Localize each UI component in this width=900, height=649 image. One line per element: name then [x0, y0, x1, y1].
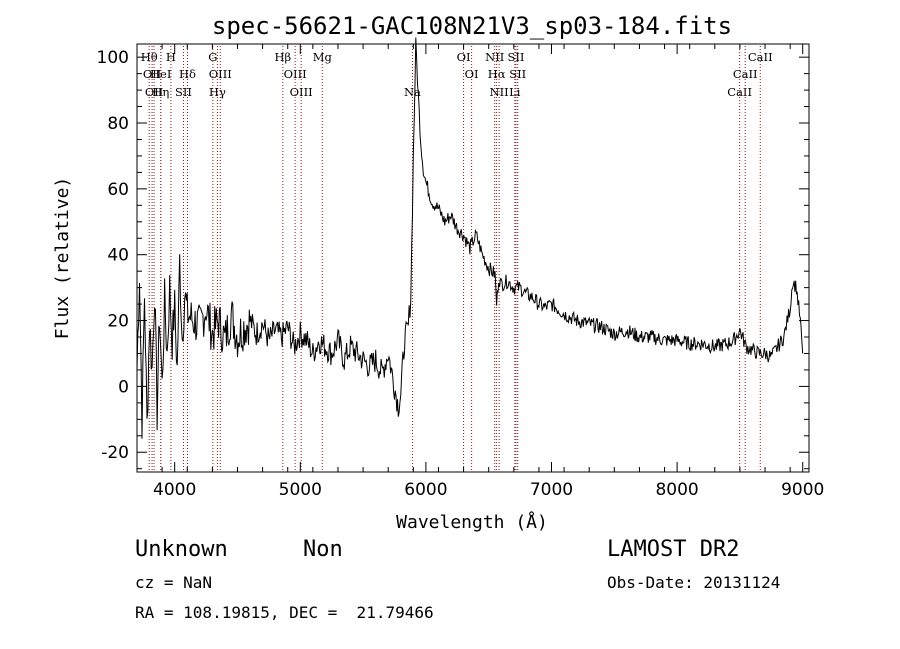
- observation-date: Obs-Date: 20131124: [607, 573, 781, 592]
- spectral-line-label: Na: [404, 85, 421, 99]
- object-class: Unknown: [135, 537, 228, 562]
- spectral-line-label: Hδ: [179, 67, 196, 81]
- spectral-line-label: OII: [143, 67, 162, 81]
- spectral-line-markers: HθOIIOIIHeIHηHHδSIIGHγOIIIHβOIIIOIIIMgNa…: [141, 46, 773, 472]
- x-tick-label: 5000: [279, 480, 322, 500]
- redshift-cz: cz = NaN: [135, 573, 213, 592]
- x-axis-label: Wavelength (Å): [396, 511, 548, 533]
- spectral-line-label: SII: [507, 50, 524, 64]
- spectral-line-label: G: [208, 50, 217, 64]
- survey-name: LAMOST DR2: [607, 537, 740, 562]
- x-tick-label: 4000: [153, 480, 196, 500]
- plot-frame: [136, 43, 810, 473]
- spectral-line-label: Li: [509, 85, 521, 99]
- spectral-line-label: Mg: [313, 50, 333, 64]
- spectral-line-label: H: [166, 50, 176, 64]
- spectral-line-label: Hη: [152, 85, 169, 99]
- y-tick-label: -20: [101, 443, 129, 463]
- y-tick-label: 0: [118, 377, 129, 397]
- spectral-line-label: NII: [490, 85, 509, 99]
- spectral-line-label: CaII: [733, 67, 758, 81]
- spectrum-series-line: [136, 37, 804, 439]
- x-tick-label: 6000: [404, 480, 447, 500]
- spectral-line-label: Hθ: [141, 50, 158, 64]
- y-tick-label: 80: [107, 114, 129, 134]
- y-tick-label: 40: [107, 246, 129, 266]
- y-tick-label: 60: [107, 180, 129, 200]
- spectral-line-label: OIII: [284, 67, 307, 81]
- y-tick-label: 100: [97, 48, 129, 68]
- spectral-line-label: Hγ: [209, 85, 226, 99]
- spectral-line-label: SII: [175, 85, 192, 99]
- spectral-line-label: Hα: [488, 67, 506, 81]
- spectral-line-label: OIII: [209, 67, 232, 81]
- chart-title: spec-56621-GAC108N21V3_sp03-184.fits: [212, 12, 732, 40]
- x-tick-label: 7000: [530, 480, 573, 500]
- spectral-line-label: OIII: [290, 85, 313, 99]
- coordinates: RA = 108.19815, DEC = 21.79466: [135, 603, 434, 622]
- spectral-line-label: OII: [145, 85, 164, 99]
- spectral-line-label: OI: [465, 67, 479, 81]
- spectrum-chart: spec-56621-GAC108N21V3_sp03-184.fits Hθ O…: [52, 12, 824, 533]
- x-tick-label: 8000: [655, 480, 698, 500]
- y-axis-label: Flux (relative): [52, 177, 73, 340]
- spectral-line-label: NII: [485, 50, 504, 64]
- axis-ticks: 4000 5000 6000 7000 8000 9000 -20 0 20 40 60 80 100: [97, 44, 824, 500]
- object-subclass: Non: [303, 537, 343, 562]
- spectral-line-label: CaII: [748, 50, 773, 64]
- y-tick-label: 20: [107, 312, 129, 332]
- x-tick-label: 9000: [781, 480, 824, 500]
- spectral-line-label: CaII: [727, 85, 752, 99]
- spectral-line-label: Hβ: [274, 50, 291, 64]
- spectral-line-label: OI: [457, 50, 471, 64]
- spectral-line-label: SII: [509, 67, 526, 81]
